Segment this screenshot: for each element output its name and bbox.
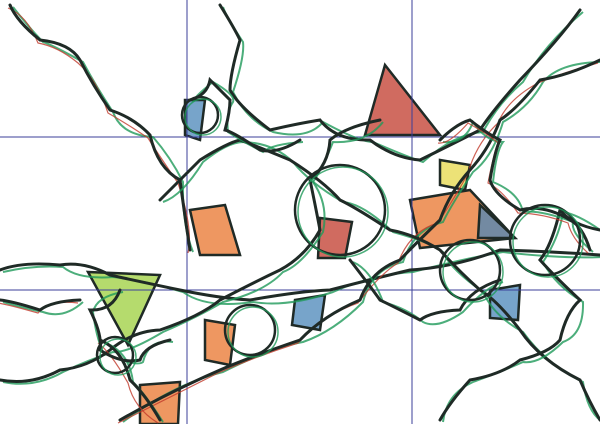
region-right-blue [476,202,519,240]
ink-line [0,118,382,384]
region-center-red [316,216,354,260]
ink-loop [95,335,135,375]
ink-line [158,138,600,422]
green-loop [227,306,279,358]
region-left-orange [188,203,242,257]
ink-line [438,206,600,422]
red-line [97,342,159,424]
green-loop [297,166,389,258]
green-loop [442,241,504,303]
green-line [2,301,84,316]
ink-line [118,58,600,422]
ink-line [218,3,582,162]
ink-line [438,118,592,252]
region-right-blue-2 [488,283,522,322]
ink-loop [223,303,277,357]
ink-line [98,338,162,422]
triangle-top [363,62,443,137]
red-line [437,122,589,254]
green-loop [184,98,222,136]
red-line [7,7,191,254]
ink-loop [180,95,220,135]
ink-line [87,288,172,363]
green-loop [99,338,137,376]
ink-loop [438,238,502,302]
green-line [162,140,600,422]
ink-loop [293,163,387,257]
ink-loop [508,203,582,277]
red-line [117,62,599,424]
region-right-orange [408,188,518,250]
ink-line [0,248,600,302]
green-loop [512,206,584,278]
region-center-blue [290,293,327,332]
green-line [222,6,584,164]
ink-line [0,298,82,312]
wavy-lines [0,3,600,424]
ink-line [188,76,302,153]
